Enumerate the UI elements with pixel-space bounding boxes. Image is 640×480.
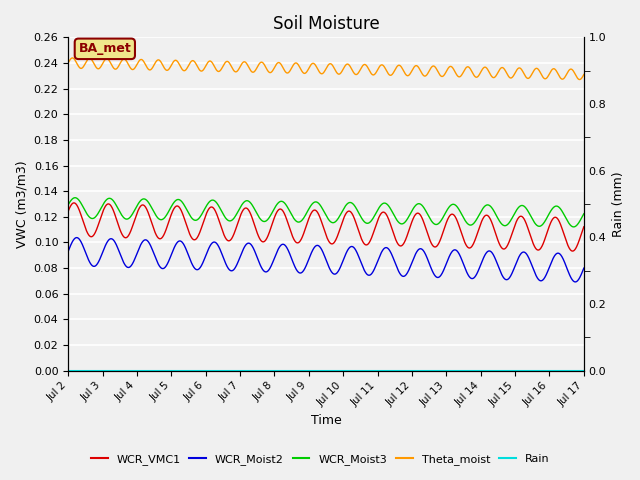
- Y-axis label: VWC (m3/m3): VWC (m3/m3): [15, 160, 28, 248]
- Y-axis label: Rain (mm): Rain (mm): [612, 171, 625, 237]
- X-axis label: Time: Time: [310, 414, 341, 427]
- Text: BA_met: BA_met: [79, 42, 131, 55]
- Legend: WCR_VMC1, WCR_Moist2, WCR_Moist3, Theta_moist, Rain: WCR_VMC1, WCR_Moist2, WCR_Moist3, Theta_…: [86, 450, 554, 469]
- Title: Soil Moisture: Soil Moisture: [273, 15, 380, 33]
